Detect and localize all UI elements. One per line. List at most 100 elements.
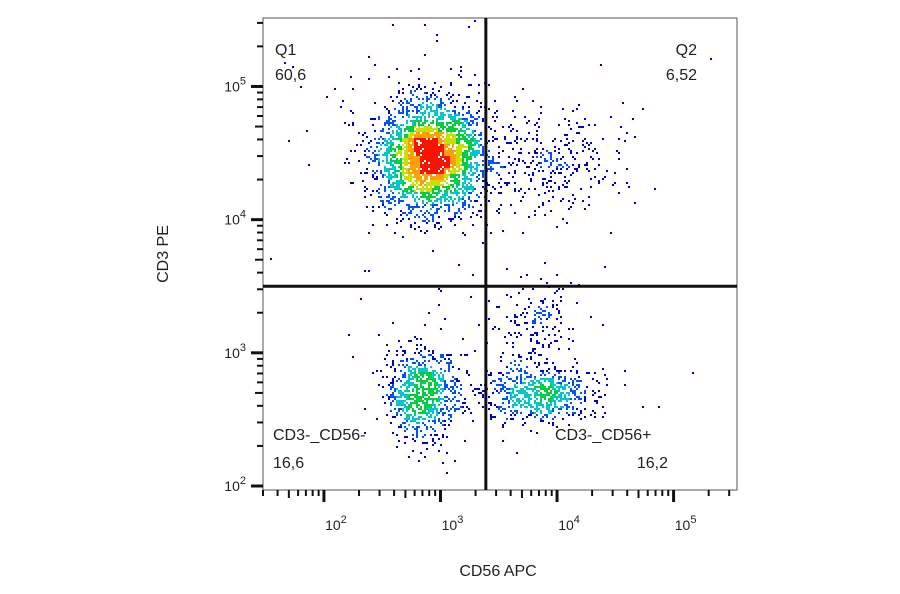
data-point: [432, 420, 434, 422]
data-point: [438, 104, 440, 106]
data-point: [444, 168, 446, 170]
data-point: [506, 366, 508, 368]
data-point: [446, 472, 448, 474]
data-point: [464, 176, 466, 178]
data-point: [458, 198, 460, 200]
data-point: [490, 168, 492, 170]
data-point: [548, 190, 550, 192]
data-point: [410, 140, 412, 142]
data-point: [440, 328, 442, 330]
data-point: [398, 180, 400, 182]
data-point: [374, 138, 376, 140]
data-point: [464, 138, 466, 140]
data-point: [452, 128, 454, 130]
data-point: [416, 128, 418, 130]
data-point: [410, 148, 412, 150]
data-point: [438, 140, 440, 142]
data-point: [528, 166, 530, 168]
data-point: [456, 134, 458, 136]
data-point: [490, 418, 492, 420]
data-point: [378, 138, 380, 140]
data-point: [468, 206, 470, 208]
data-point: [426, 130, 428, 132]
data-point: [410, 212, 412, 214]
data-point: [374, 158, 376, 160]
data-point: [512, 406, 514, 408]
data-point: [418, 392, 420, 394]
data-point: [446, 204, 448, 206]
data-point: [426, 142, 428, 144]
data-point: [458, 160, 460, 162]
data-point: [432, 172, 434, 174]
data-point: [614, 182, 616, 184]
data-point: [568, 180, 570, 182]
data-point: [400, 396, 402, 398]
data-point: [534, 362, 536, 364]
data-point: [562, 184, 564, 186]
data-point: [408, 368, 410, 370]
data-point: [436, 382, 438, 384]
data-point: [538, 306, 540, 308]
data-point: [430, 214, 432, 216]
data-point: [518, 324, 520, 326]
data-point: [400, 210, 402, 212]
data-point: [390, 388, 392, 390]
data-point: [572, 382, 574, 384]
data-point: [418, 166, 420, 168]
data-point: [526, 416, 528, 418]
data-point: [512, 342, 514, 344]
data-point: [570, 206, 572, 208]
data-point: [422, 124, 424, 126]
data-point: [458, 184, 460, 186]
data-point: [426, 218, 428, 220]
data-point: [568, 200, 570, 202]
data-point: [396, 158, 398, 160]
data-point: [434, 144, 436, 146]
data-point: [446, 186, 448, 188]
data-point: [536, 340, 538, 342]
data-point: [400, 178, 402, 180]
data-point: [556, 406, 558, 408]
data-point: [426, 158, 428, 160]
data-point: [416, 206, 418, 208]
data-point: [436, 148, 438, 150]
data-point: [446, 152, 448, 154]
data-point: [462, 192, 464, 194]
data-point: [458, 368, 460, 370]
data-point: [398, 166, 400, 168]
data-point: [422, 154, 424, 156]
data-point: [412, 418, 414, 420]
data-point: [400, 148, 402, 150]
data-point: [548, 398, 550, 400]
data-point: [538, 316, 540, 318]
data-point: [442, 196, 444, 198]
data-point: [460, 384, 462, 386]
data-point: [538, 170, 540, 172]
data-point: [544, 386, 546, 388]
data-point: [416, 164, 418, 166]
data-point: [390, 402, 392, 404]
data-point: [542, 394, 544, 396]
data-point: [446, 190, 448, 192]
data-point: [572, 406, 574, 408]
data-point: [542, 154, 544, 156]
x-axis-ticks: 102 103 104 105: [262, 490, 731, 533]
data-point: [524, 386, 526, 388]
data-point: [420, 386, 422, 388]
data-point: [412, 416, 414, 418]
data-point: [362, 140, 364, 142]
data-point: [392, 432, 394, 434]
data-point: [388, 110, 390, 112]
data-point: [436, 412, 438, 414]
data-point: [528, 388, 530, 390]
data-point: [546, 182, 548, 184]
data-point: [412, 132, 414, 134]
data-point: [472, 186, 474, 188]
data-point: [490, 372, 492, 374]
data-point: [454, 410, 456, 412]
data-point: [448, 184, 450, 186]
data-point: [400, 136, 402, 138]
data-point: [418, 86, 420, 88]
data-point: [526, 312, 528, 314]
